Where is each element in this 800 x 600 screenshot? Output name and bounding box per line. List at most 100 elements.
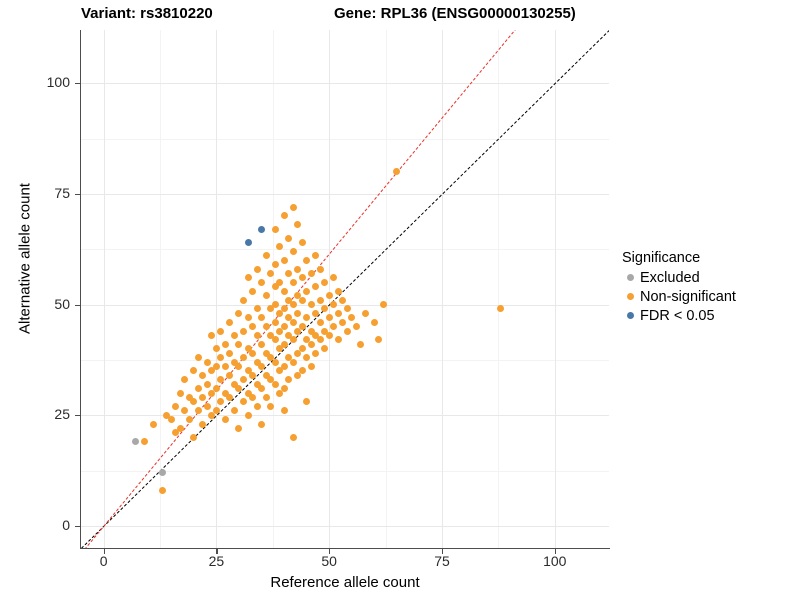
data-point — [244, 367, 252, 375]
data-point — [298, 367, 306, 375]
legend-key-dot-icon — [622, 306, 638, 325]
gridline — [554, 30, 556, 548]
x-tick — [103, 549, 105, 554]
data-point — [294, 327, 302, 335]
data-point — [244, 345, 252, 353]
data-point — [199, 371, 207, 379]
data-point — [321, 278, 329, 286]
data-point — [208, 367, 216, 375]
data-point — [339, 318, 347, 326]
data-point — [226, 371, 234, 379]
data-point — [194, 407, 202, 415]
data-point — [258, 225, 265, 233]
data-point — [199, 420, 207, 428]
gridline — [160, 30, 161, 548]
data-point — [217, 398, 225, 406]
legend-items: Excluded Non-significant FDR < 0.05 — [622, 268, 797, 325]
gridline — [81, 138, 609, 140]
data-point — [249, 394, 256, 401]
data-point — [212, 407, 220, 415]
data-point — [285, 314, 293, 322]
legend-item-excluded[interactable]: Excluded — [622, 268, 797, 287]
data-point — [330, 301, 338, 308]
data-point — [307, 327, 315, 335]
y-tick — [75, 83, 80, 85]
data-point — [312, 309, 320, 317]
data-point — [294, 371, 302, 379]
data-point — [280, 407, 288, 415]
data-point — [298, 323, 306, 331]
data-point — [249, 323, 256, 331]
data-point — [258, 340, 265, 348]
data-point — [185, 416, 193, 424]
data-point — [312, 283, 320, 291]
data-point — [240, 354, 247, 362]
x-tick — [442, 549, 444, 554]
data-point — [244, 274, 252, 282]
y-tick — [75, 193, 80, 195]
legend-item-non-significant[interactable]: Non-significant — [622, 287, 797, 306]
data-point — [298, 296, 306, 304]
legend-key-dot-icon — [622, 287, 638, 306]
data-point — [258, 420, 265, 428]
data-point — [294, 265, 302, 273]
data-point — [194, 354, 202, 362]
data-point — [276, 389, 284, 397]
data-point — [203, 402, 211, 410]
y-tick — [75, 304, 80, 306]
data-point — [276, 309, 284, 317]
data-point — [217, 376, 225, 384]
data-point — [303, 398, 311, 406]
data-point — [235, 340, 243, 348]
legend-item-label: Excluded — [640, 269, 700, 286]
data-point — [140, 438, 148, 446]
data-point — [190, 367, 198, 375]
data-point — [271, 225, 279, 233]
data-point — [208, 389, 216, 397]
data-point — [298, 239, 306, 246]
x-tick-label: 100 — [543, 553, 567, 569]
data-point — [240, 376, 247, 384]
data-point — [334, 336, 342, 344]
data-point — [230, 380, 238, 388]
legend-item-fdr-0-05[interactable]: FDR < 0.05 — [622, 306, 797, 325]
data-point — [244, 389, 252, 397]
data-point — [330, 323, 338, 331]
data-point — [181, 407, 189, 415]
data-point — [276, 243, 284, 251]
gridline — [81, 249, 609, 251]
data-point — [289, 247, 297, 255]
gridline — [329, 30, 331, 548]
data-point — [307, 301, 315, 308]
gridline — [81, 193, 609, 195]
y-axis-title: Alternative allele count — [16, 183, 34, 334]
data-point — [316, 318, 324, 326]
x-tick — [329, 549, 331, 554]
legend-item-label: Non-significant — [640, 288, 736, 305]
data-point — [262, 349, 270, 357]
data-point — [357, 340, 365, 348]
data-point — [280, 340, 288, 348]
data-point — [253, 358, 261, 366]
data-point — [271, 301, 279, 308]
data-point — [258, 314, 265, 322]
data-point — [194, 385, 202, 393]
legend-key-dot-icon — [622, 268, 638, 287]
legend-title: Significance — [622, 250, 701, 266]
data-point — [212, 345, 220, 353]
data-point — [176, 389, 184, 397]
data-point — [190, 433, 198, 441]
data-point — [271, 380, 279, 388]
data-point — [325, 332, 333, 339]
data-point — [262, 292, 270, 300]
data-point — [321, 305, 329, 313]
data-point — [285, 270, 293, 277]
gene-title: Gene: RPL36 (ENSG00000130255) — [334, 5, 576, 22]
data-point — [289, 318, 297, 326]
data-point — [235, 309, 243, 317]
data-point — [158, 469, 166, 477]
data-point — [280, 385, 288, 393]
data-point — [267, 270, 274, 277]
variant-title: Variant: rs3810220 — [81, 5, 213, 22]
